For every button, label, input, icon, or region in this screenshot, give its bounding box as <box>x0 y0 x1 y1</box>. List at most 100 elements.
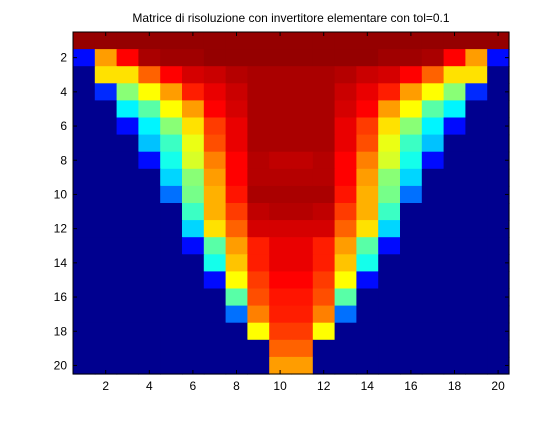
heatmap-cell <box>487 288 510 307</box>
heatmap-cell <box>73 254 96 272</box>
heatmap-cell <box>312 117 336 136</box>
heatmap-cell <box>291 254 314 272</box>
heatmap-cell <box>116 83 139 101</box>
heatmap-cell <box>138 185 161 204</box>
heatmap-cell <box>73 66 96 84</box>
heatmap-cell <box>203 117 227 136</box>
heatmap-cell <box>291 288 314 307</box>
heatmap-cell <box>334 339 357 358</box>
heatmap-cell <box>487 168 510 187</box>
heatmap-cell <box>291 100 314 119</box>
heatmap-cell <box>400 185 423 204</box>
heatmap-cell <box>400 134 423 153</box>
heatmap-cell <box>312 305 336 324</box>
heatmap-cell <box>247 117 270 136</box>
heatmap-cell <box>421 339 445 358</box>
heatmap-cell <box>94 134 118 153</box>
heatmap-cell <box>465 203 488 221</box>
heatmap-cell <box>378 339 401 358</box>
heatmap-cell <box>465 49 488 67</box>
heatmap-cell <box>160 322 183 341</box>
heatmap-cell <box>225 117 248 136</box>
heatmap-cell <box>203 32 227 50</box>
heatmap-cell <box>225 288 248 307</box>
x-tick-label: 6 <box>190 379 197 393</box>
heatmap-cell <box>269 134 292 153</box>
heatmap-cell <box>182 237 205 255</box>
heatmap-cell <box>356 237 379 255</box>
heatmap-cell <box>443 237 466 255</box>
heatmap-cell <box>291 83 314 101</box>
heatmap-cell <box>203 49 227 67</box>
heatmap-cell <box>225 168 248 187</box>
heatmap-cell <box>400 83 423 101</box>
heatmap-cell <box>465 254 488 272</box>
heatmap-cell <box>443 117 466 136</box>
heatmap-cell <box>94 356 118 375</box>
heatmap-cell <box>356 117 379 136</box>
heatmap-cell <box>421 288 445 307</box>
heatmap-cell <box>443 271 466 290</box>
heatmap-cell <box>421 100 445 119</box>
heatmap-cell <box>465 220 488 238</box>
heatmap-cell <box>269 220 292 238</box>
heatmap-cell <box>247 49 270 67</box>
heatmap-cell <box>269 271 292 290</box>
heatmap-cell <box>465 117 488 136</box>
heatmap-cell <box>421 237 445 255</box>
heatmap-cell <box>73 271 96 290</box>
heatmap-cell <box>421 168 445 187</box>
heatmap-cell <box>225 339 248 358</box>
heatmap-cell <box>291 203 314 221</box>
heatmap-cell <box>465 185 488 204</box>
axes-frame <box>72 31 510 375</box>
heatmap-cell <box>160 83 183 101</box>
heatmap-cell <box>487 254 510 272</box>
heatmap-cell <box>160 100 183 119</box>
heatmap-cell <box>400 32 423 50</box>
heatmap-cell <box>138 168 161 187</box>
heatmap-cell <box>487 32 510 50</box>
heatmap-cell <box>182 305 205 324</box>
heatmap-cell <box>378 32 401 50</box>
x-tick-label: 8 <box>233 379 240 393</box>
heatmap-cell <box>356 288 379 307</box>
heatmap-cell <box>138 32 161 50</box>
heatmap-cell <box>487 356 510 375</box>
heatmap-cell <box>116 32 139 50</box>
heatmap-cell <box>73 83 96 101</box>
heatmap-cell <box>334 322 357 341</box>
heatmap-cell <box>225 356 248 375</box>
heatmap-cell <box>73 339 96 358</box>
heatmap-cell <box>182 66 205 84</box>
heatmap-cell <box>356 168 379 187</box>
heatmap-cell <box>225 203 248 221</box>
heatmap-cell <box>269 100 292 119</box>
heatmap-cell <box>334 185 357 204</box>
heatmap-cell <box>73 356 96 375</box>
heatmap-cell <box>94 220 118 238</box>
x-tick-label: 16 <box>404 379 418 393</box>
heatmap-cell <box>94 237 118 255</box>
heatmap-cell <box>400 305 423 324</box>
heatmap-cell <box>487 151 510 170</box>
heatmap-cell <box>443 66 466 84</box>
heatmap-cell <box>160 271 183 290</box>
heatmap-cell <box>247 83 270 101</box>
heatmap-cell <box>160 254 183 272</box>
heatmap-cell <box>203 254 227 272</box>
heatmap-cell <box>291 168 314 187</box>
heatmap-cell <box>291 185 314 204</box>
heatmap-cell <box>94 151 118 170</box>
heatmap-cell <box>138 254 161 272</box>
heatmap-cell <box>94 271 118 290</box>
heatmap-cell <box>312 66 336 84</box>
heatmap-cell <box>116 185 139 204</box>
heatmap-cell <box>203 288 227 307</box>
heatmap-cell <box>443 254 466 272</box>
heatmap-cell <box>487 134 510 153</box>
heatmap-cell <box>334 203 357 221</box>
heatmap-cell <box>378 237 401 255</box>
heatmap-cell <box>443 339 466 358</box>
